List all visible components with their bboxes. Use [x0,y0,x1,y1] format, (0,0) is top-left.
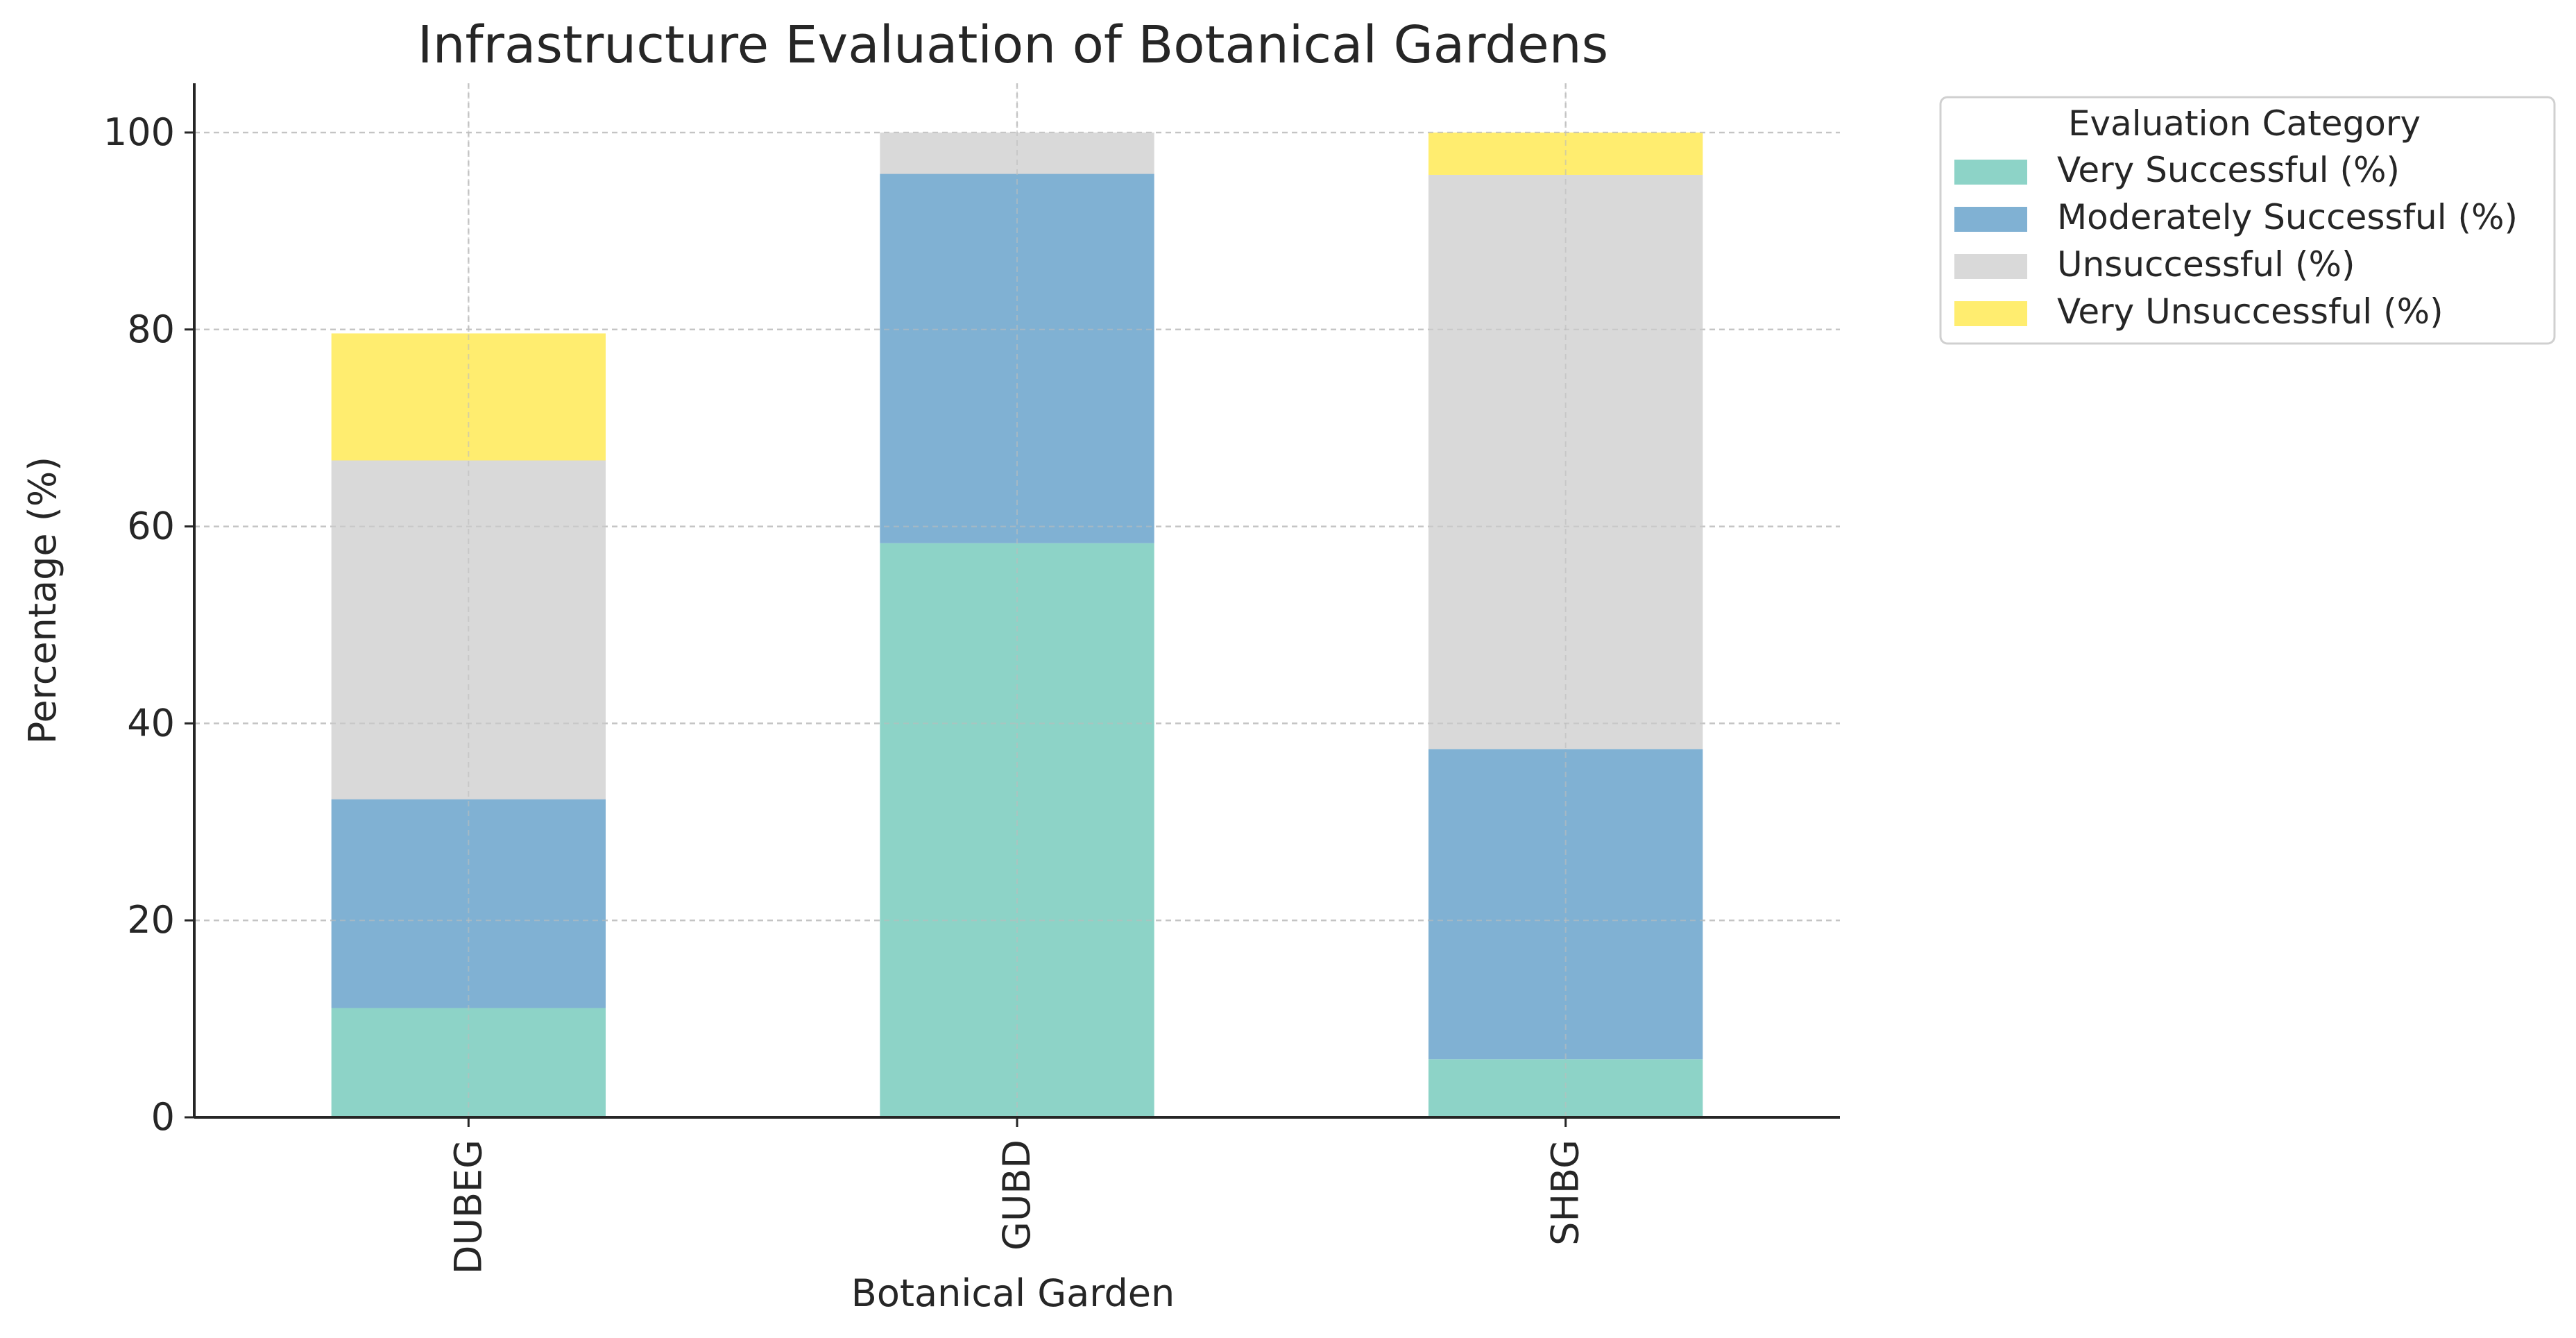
axes [185,83,1840,1127]
y-tick-label: 0 [151,1095,175,1139]
bar-segment-shbg-series-1 [1428,1059,1703,1117]
chart-title: Infrastructure Evaluation of Botanical G… [418,15,1608,75]
y-tick-label: 100 [103,110,175,154]
legend-items: Very Successful (%) Moderately Successful… [1954,150,2518,332]
legend-swatch [1954,254,2027,279]
tick-labels: 0 20 40 60 80 100 DUBEG GUBD SHBG [103,110,1587,1274]
legend-entry-label: Unsuccessful (%) [2057,244,2355,285]
legend-frame [1939,96,2556,345]
legend-swatch [1954,207,2027,232]
y-tick-label: 40 [127,701,175,745]
legend-title: Evaluation Category [2068,103,2421,144]
x-tick-label: DUBEG [446,1140,490,1274]
legend-entry-label: Very Successful (%) [2057,150,2400,190]
legend-entry-label: Very Unsuccessful (%) [2057,291,2443,332]
y-tick-label: 60 [127,505,175,548]
legend-swatch [1954,160,2027,185]
legend-entry-label: Moderately Successful (%) [2057,197,2518,237]
bars [194,83,1840,1118]
y-tick-label: 20 [127,898,175,942]
x-tick-label: SHBG [1544,1140,1587,1246]
legend: Evaluation Category Very Successful (%) M… [1939,96,2556,345]
legend-swatch [1954,301,2027,326]
x-tick-label: GUBD [995,1140,1039,1251]
y-tick-label: 80 [127,307,175,351]
y-axis-label: Percentage (%) [21,457,65,744]
x-axis-label: Botanical Garden [851,1271,1175,1315]
